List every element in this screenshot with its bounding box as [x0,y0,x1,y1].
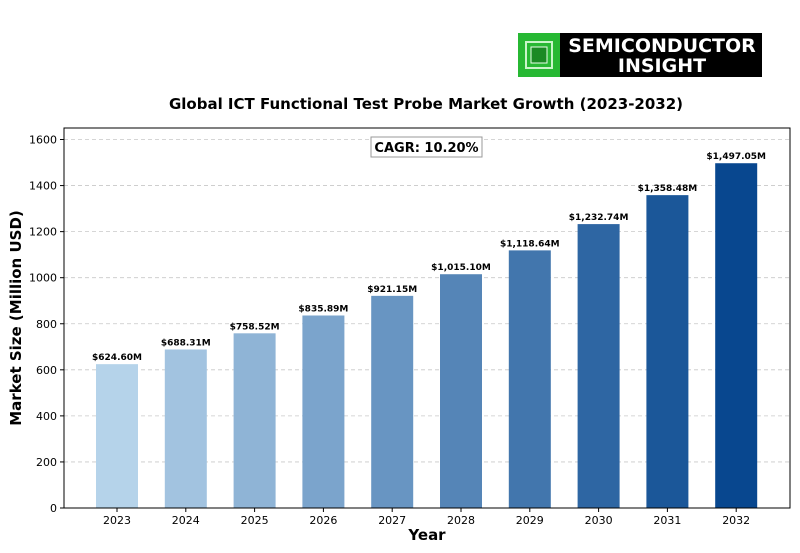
bar-2032 [715,163,758,508]
data-label-2027: $921.15M [367,285,417,295]
y-tick-label: 200 [36,456,57,469]
x-tick-label: 2028 [447,514,475,527]
logo-line-2: INSIGHT [618,55,706,77]
bar-2026 [302,315,345,508]
data-label-2024: $688.31M [161,338,211,348]
chart-title: Global ICT Functional Test Probe Market … [169,95,683,113]
x-tick-label: 2023 [103,514,131,527]
x-tick-label: 2030 [585,514,613,527]
data-label-2032: $1,497.05M [706,152,766,162]
x-tick-label: 2025 [241,514,269,527]
logo: SEMICONDUCTOR INSIGHT [518,33,762,77]
cagr-annotation: CAGR: 10.20% [370,136,483,158]
bar-2028 [440,274,482,508]
data-label-2028: $1,015.10M [431,263,491,273]
plot-frame [63,127,791,509]
y-axis-ticks: 0 200 400 600 800 1000 1200 1400 1600 [29,134,64,515]
x-tick-label: 2029 [516,514,544,527]
data-labels: $624.60M $688.31M $758.52M $835.89M $921.15M… [92,152,766,363]
x-tick-label: 2031 [653,514,681,527]
data-label-2025: $758.52M [230,322,280,332]
bars [96,163,758,508]
bar-2031 [646,195,689,508]
y-axis-label: Market Size (Million USD) [7,210,25,426]
x-tick-label: 2026 [309,514,337,527]
chip-icon [518,33,560,77]
bar-2023 [96,364,138,508]
y-tick-label: 600 [36,364,57,377]
y-tick-label: 1400 [29,180,57,193]
y-tick-label: 1000 [29,272,57,285]
x-tick-label: 2027 [378,514,406,527]
y-tick-label: 800 [36,318,57,331]
x-axis-label: Year [407,526,446,544]
y-tick-label: 1600 [29,134,57,147]
logo-line-1: SEMICONDUCTOR [568,35,756,57]
data-label-2029: $1,118.64M [500,239,560,249]
bar-2025 [233,333,276,508]
data-label-2030: $1,232.74M [569,213,629,223]
x-tick-label: 2032 [722,514,750,527]
y-tick-label: 0 [50,502,57,515]
cagr-label: CAGR: 10.20% [374,141,478,156]
x-axis-ticks: 2023 2024 2025 2026 2027 2028 2029 2030 2031 2032 [103,508,750,527]
x-tick-label: 2024 [172,514,200,527]
bar-2029 [508,250,551,508]
bar-2024 [164,349,207,508]
y-tick-label: 1200 [29,226,57,239]
bar-2027 [371,295,414,508]
data-label-2026: $835.89M [298,304,348,314]
cagr-box [370,136,483,158]
bar-2030 [577,224,620,508]
y-tick-label: 400 [36,410,57,423]
data-label-2031: $1,358.48M [638,184,698,194]
data-label-2023: $624.60M [92,353,142,363]
